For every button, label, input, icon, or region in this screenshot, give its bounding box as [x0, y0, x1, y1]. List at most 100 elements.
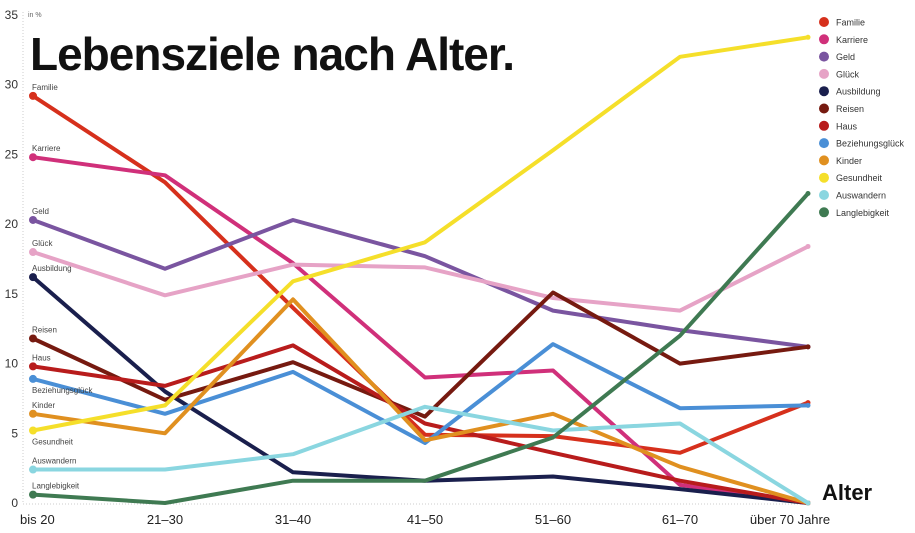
legend-item: Familie [819, 17, 865, 28]
legend-item: Geld [819, 51, 855, 62]
series-label: Auswandern [32, 457, 76, 466]
y-tick-label: 25 [5, 147, 19, 161]
data-point [805, 34, 811, 40]
series-line [31, 94, 809, 455]
x-tick-label: 41–50 [407, 512, 443, 527]
data-point [805, 243, 811, 249]
series-line [33, 404, 810, 505]
x-tick-label: bis 20 [20, 512, 55, 527]
legend-swatch [819, 190, 829, 200]
legend-label: Karriere [836, 35, 868, 45]
series-line [32, 343, 809, 505]
legend-label: Reisen [836, 104, 864, 114]
data-point [29, 334, 37, 343]
legend-item: Langlebigkeit [819, 207, 890, 218]
x-tick-label: 61–70 [662, 512, 698, 527]
data-point [805, 190, 811, 196]
legend-item: Haus [819, 120, 858, 131]
data-point [805, 500, 811, 506]
series-label: Familie [32, 83, 58, 92]
legend-label: Auswandern [836, 191, 886, 201]
series-label: Geld [32, 207, 49, 216]
series-auswandern: Auswandern [29, 404, 811, 506]
legend-item: Glück [819, 68, 860, 79]
y-tick-label: 35 [5, 8, 19, 22]
y-tick-label: 30 [5, 78, 19, 92]
series-line [32, 192, 810, 505]
series-label: Beziehungsglück [32, 386, 93, 395]
chart-title: Lebensziele nach Alter. [30, 28, 514, 80]
legend-label: Beziehungsglück [836, 139, 905, 149]
series-label: Karriere [32, 144, 61, 153]
data-point [29, 409, 37, 418]
legend-swatch [819, 103, 829, 114]
x-tick-label: 21–30 [147, 512, 183, 527]
data-point [29, 273, 37, 282]
legend-label: Glück [836, 69, 860, 79]
legend-swatch [819, 51, 829, 62]
data-point [29, 362, 37, 371]
legend-swatch [819, 120, 829, 131]
legend-item: Gesundheit [819, 172, 883, 183]
series-reisen: Reisen [29, 290, 811, 419]
x-tick-label: 31–40 [275, 512, 311, 527]
series-line [32, 342, 809, 445]
series-beziehungsglück: Beziehungsglück [29, 342, 811, 445]
legend-item: Kinder [819, 155, 862, 166]
data-point [29, 215, 37, 224]
data-point [805, 344, 811, 350]
legend-item: Ausbildung [819, 86, 881, 97]
legend-label: Kinder [836, 156, 862, 166]
data-point [29, 248, 37, 257]
y-tick-label: 10 [5, 357, 19, 371]
legend-label: Ausbildung [836, 87, 881, 97]
y-tick-label: 20 [5, 217, 19, 231]
series-label: Langlebigkeit [32, 482, 80, 491]
y-tick-label: 15 [5, 287, 19, 301]
series-label: Gesundheit [32, 437, 74, 446]
series-line [32, 297, 809, 505]
x-tick-label: über 70 Jahre [750, 512, 830, 527]
series-line [32, 244, 809, 313]
legend-item: Reisen [819, 103, 864, 114]
series-label: Ausbildung [32, 264, 72, 273]
series-line [32, 218, 809, 349]
data-point [29, 91, 37, 100]
series-line [32, 35, 809, 433]
series-geld: Geld [29, 207, 811, 350]
legend-label: Geld [836, 52, 855, 62]
legend-swatch [819, 86, 829, 97]
data-point [29, 374, 37, 383]
legend-swatch [819, 17, 829, 27]
legend-label: Familie [836, 18, 865, 28]
legend-item: Karriere [819, 34, 868, 45]
legend-swatch [819, 207, 829, 218]
data-point [29, 465, 37, 474]
y-unit-label: in % [28, 12, 42, 19]
series-label: Haus [32, 353, 51, 362]
series-label: Reisen [32, 325, 57, 334]
legend-swatch [819, 172, 829, 183]
legend-label: Gesundheit [836, 173, 883, 183]
x-tick-label: 51–60 [535, 512, 571, 527]
series-glück: Glück [29, 239, 811, 313]
legend-swatch [819, 68, 829, 79]
x-axis-title: Alter [822, 480, 873, 505]
legend-item: Auswandern [819, 190, 886, 201]
legend-label: Haus [836, 121, 858, 131]
series-gesundheit: Gesundheit [29, 34, 811, 446]
series-karriere: Karriere [29, 144, 811, 506]
series-line [32, 290, 809, 419]
legend-label: Langlebigkeit [836, 208, 890, 218]
data-point [29, 490, 37, 499]
data-point [29, 426, 37, 435]
series-line [32, 155, 809, 505]
series-label: Glück [32, 239, 53, 248]
y-tick-label: 5 [11, 426, 18, 440]
legend-swatch [819, 34, 829, 45]
series-langlebigkeit: Langlebigkeit [29, 190, 811, 505]
data-point [29, 153, 37, 162]
data-point [805, 402, 811, 408]
legend-swatch [819, 138, 829, 149]
